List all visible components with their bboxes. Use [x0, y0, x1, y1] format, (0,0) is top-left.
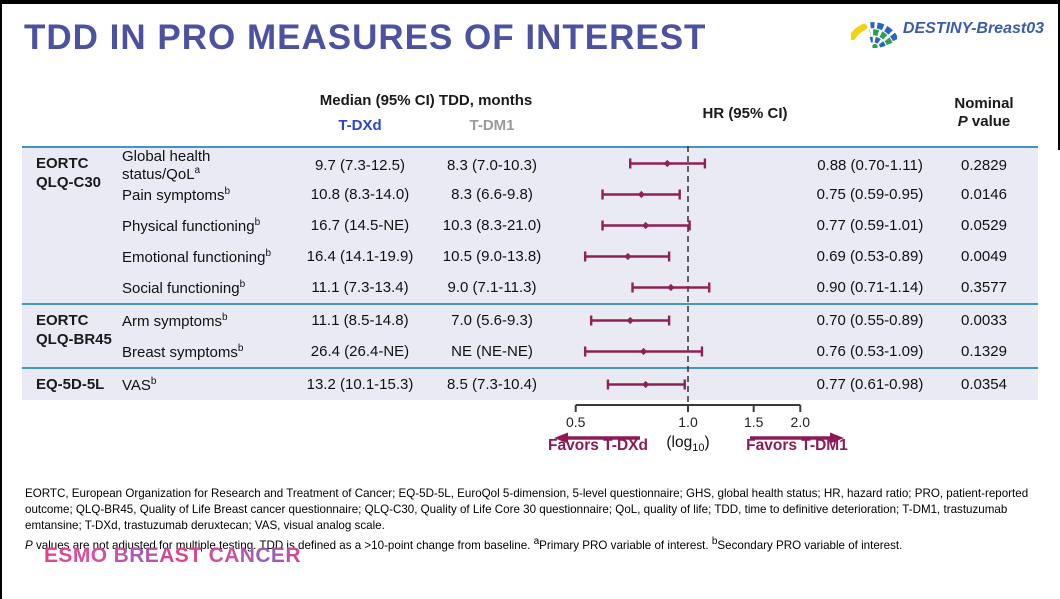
table-row: Global health status/QoLa 9.7 (7.3-12.5) 8… [22, 148, 1038, 183]
footnotes: EORTC, European Organization for Researc… [25, 486, 1038, 554]
p-value-cell: 0.1329 [961, 343, 1007, 360]
table-group: EQ-5D-5L VASb 13.2 (10.1-15.3) 8.5 (7.3-10.… [22, 367, 1038, 400]
nominal-p-column-header: Nominal P value [926, 95, 1042, 131]
group-label: EQ-5D-5L [36, 376, 105, 393]
destiny-breast03-logo: DESTINY-Breast03 [850, 10, 1044, 48]
tdm1-median-cell: NE (NE-NE) [451, 343, 533, 360]
tdxd-median-cell: 16.4 (14.1-19.9) [306, 248, 414, 265]
favors-tdxd-label: Favors T-DXd [548, 437, 648, 454]
top-border [0, 0, 1060, 4]
p-value-cell: 0.0146 [961, 186, 1007, 203]
abbreviations-text: EORTC, European Organization for Researc… [25, 487, 1029, 533]
table-row: Arm symptomsb 11.1 (8.5-14.8) 7.0 (5.6-9.3… [22, 305, 1038, 336]
measure-cell: Breast symptomsb [122, 342, 244, 361]
tdm1-median-cell: 8.3 (7.0-10.3) [446, 157, 538, 174]
fan-arc-icon [850, 22, 897, 48]
measure-cell: Arm symptomsb [122, 311, 228, 330]
table-group: EORTC QLQ-BR45 Arm symptomsb 11.1 (8.5-14.8… [22, 303, 1038, 367]
tdm1-median-cell: 10.3 (8.3-21.0) [442, 217, 542, 234]
measure-cell: Pain symptomsb [122, 185, 231, 204]
tdxd-median-cell: 9.7 (7.3-12.5) [314, 157, 406, 174]
esmo-breast-cancer-logo: ESMO BREAST CANCER [44, 544, 301, 567]
hr-cell: 0.70 (0.55-0.89) [816, 312, 924, 329]
measure-cell: Physical functioningb [122, 216, 261, 235]
axis-tick-label: 1.5 [744, 414, 764, 430]
p-value-cell: 0.2829 [961, 157, 1007, 174]
left-border [0, 0, 2, 599]
measure-cell: Social functioningb [122, 278, 246, 297]
tdxd-median-cell: 13.2 (10.1-15.3) [306, 376, 414, 393]
hr-cell: 0.90 (0.71-1.14) [816, 279, 924, 296]
hr-cell: 0.88 (0.70-1.11) [817, 157, 923, 174]
hr-cell: 0.76 (0.53-1.09) [816, 343, 924, 360]
p-value-cell: 0.3577 [961, 279, 1007, 296]
hr-cell: 0.75 (0.59-0.95) [816, 186, 924, 203]
p-value-cell: 0.0049 [961, 248, 1007, 265]
tdm1-median-cell: 8.5 (7.3-10.4) [446, 376, 538, 393]
tdxd-median-cell: 11.1 (7.3-13.4) [311, 279, 409, 296]
favors-tdm1-label: Favors T-DM1 [746, 437, 848, 454]
hr-cell: 0.69 (0.53-0.89) [816, 248, 924, 265]
table-row: Emotional functioningb 16.4 (14.1-19.9) 10… [22, 241, 1038, 272]
p-value-label: value [967, 113, 1011, 130]
right-border [1058, 0, 1060, 150]
tdxd-median-cell: 26.4 (26.4-NE) [310, 343, 410, 360]
measure-cell: Global health status/QoLa [122, 148, 211, 183]
median-column-header: Median (95% CI) TDD, months [319, 92, 533, 109]
p-value-cell: 0.0033 [961, 312, 1007, 329]
logo-text: DESTINY-Breast03 [902, 20, 1044, 37]
tdxd-median-cell: 16.7 (14.5-NE) [310, 217, 410, 234]
table-row: Physical functioningb 16.7 (14.5-NE) 10.3 … [22, 210, 1038, 241]
table-group: EORTC QLQ-C30 Global health status/QoLa 9.7… [22, 146, 1038, 303]
tdm1-median-cell: 10.5 (9.0-13.8) [442, 248, 542, 265]
tdxd-column-header: T-DXd [338, 117, 382, 134]
axis-tick-label: 1.0 [678, 414, 698, 430]
tdxd-median-cell: 10.8 (8.3-14.0) [310, 186, 410, 203]
table-body: EORTC QLQ-C30 Global health status/QoLa 9.7… [22, 146, 1038, 400]
table-row: VASb 13.2 (10.1-15.3) 8.5 (7.3-10.4) 0.77 (… [22, 369, 1038, 400]
page-title: TDD IN PRO MEASURES OF INTEREST [24, 18, 707, 57]
table-row: Social functioningb 11.1 (7.3-13.4) 9.0 (7… [22, 272, 1038, 303]
p-value-cell: 0.0529 [961, 217, 1007, 234]
notes-text: P values are not adjusted for multiple t… [25, 535, 903, 552]
tdm1-median-cell: 9.0 (7.1-11.3) [447, 279, 537, 296]
hr-cell: 0.77 (0.61-0.98) [816, 376, 924, 393]
axis-tick-label: 2.0 [791, 414, 811, 430]
nominal-label: Nominal [954, 95, 1014, 112]
hr-cell: 0.77 (0.59-1.01) [816, 217, 924, 234]
hr-column-header: HR (95% CI) [702, 105, 788, 122]
measure-cell: Emotional functioningb [122, 247, 271, 266]
tdm1-median-cell: 8.3 (6.6-9.8) [451, 186, 533, 203]
measure-cell: VASb [122, 375, 157, 394]
tdm1-column-header: T-DM1 [469, 117, 515, 134]
p-italic: P [957, 113, 968, 130]
group-label: EORTC QLQ-BR45 [36, 312, 112, 348]
log-scale-label: (log10) [666, 434, 710, 455]
axis-tick-label: 0.5 [566, 414, 586, 430]
table-row: Pain symptomsb 10.8 (8.3-14.0) 8.3 (6.6-9.… [22, 179, 1038, 210]
tdxd-median-cell: 11.1 (8.5-14.8) [311, 312, 409, 329]
tdm1-median-cell: 7.0 (5.6-9.3) [451, 312, 533, 329]
p-value-cell: 0.0354 [961, 376, 1007, 393]
group-label: EORTC QLQ-C30 [36, 155, 102, 191]
table-row: Breast symptomsb 26.4 (26.4-NE) NE (NE-NE)… [22, 336, 1038, 367]
